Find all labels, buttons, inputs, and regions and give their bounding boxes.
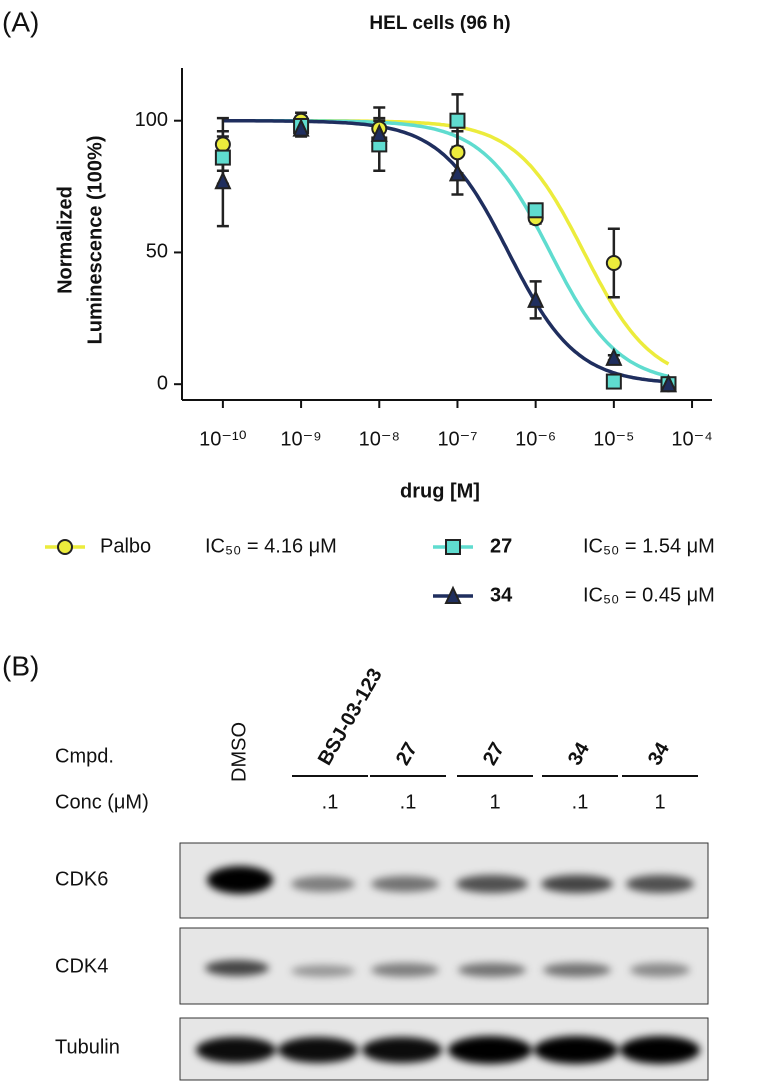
lane-label: BSJ-03-123 [314,665,387,769]
band [458,963,526,977]
band [534,1036,618,1064]
marker [527,289,545,308]
band [626,875,694,893]
legend-label: 34 [490,584,513,606]
lane-conc: .1 [322,791,339,813]
band [291,876,355,892]
band [207,866,273,894]
marker [449,112,466,129]
y-tick-label: 0 [157,372,168,394]
band [620,1036,700,1064]
x-tick-label: 10⁻⁸ [359,428,400,450]
lane-label: 34 [564,738,595,769]
lane-label: DMSO [228,722,250,782]
ic50-label: IC₅₀ = 1.54 μM [583,535,715,557]
marker [57,539,73,555]
lane-label: 34 [644,738,675,769]
lane-conc: 1 [489,791,500,813]
fit-curve [222,118,669,379]
lane-conc: .1 [572,791,589,813]
lane-conc: .1 [400,791,417,813]
y-axis-title: Normalized [54,186,76,294]
marker [605,254,622,271]
band [205,960,269,976]
band [541,875,613,893]
band [456,875,528,893]
x-tick-label: 10⁻⁹ [280,428,321,450]
chart-title: HEL cells (96 h) [369,13,510,34]
lane-labels: DMSO BSJ-03-123 .1 27 .1 27 1 34 .1 34 1 [228,665,698,813]
row-label: Cmpd. [55,745,114,767]
x-tick-label: 10⁻⁴ [671,428,712,450]
y-tick-label: 100 [135,109,168,131]
band [278,1037,358,1063]
row-label: Conc (μM) [55,791,149,813]
marker [448,163,467,182]
blot-cdk4 [179,927,709,1005]
y-axis-title: Luminescence (100%) [84,136,106,345]
marker [659,373,678,393]
x-tick-label: 10⁻⁶ [515,428,556,450]
x-tick-label: 10⁻⁷ [437,428,477,450]
marker [370,123,388,142]
legend: Palbo IC₅₀ = 4.16 μM 27 IC₅₀ = 1.54 μM 34 IC₅… [45,535,715,606]
band [630,963,690,977]
panel-label: (B) [2,650,39,681]
panel-label: (A) [2,6,39,37]
row-label: CDK4 [55,955,108,977]
marker [444,585,462,604]
plot: 0 50 100 10⁻¹⁰ 10⁻⁹ 10⁻⁸ 10⁻⁷ 10⁻⁶ 10⁻⁵ 10⁻⁴ [135,93,713,450]
legend-label: 27 [490,535,512,557]
x-axis-title: drug [M] [400,480,480,502]
marker [214,170,232,190]
lane-label: 27 [392,739,422,769]
blot-tubulin [179,1017,709,1081]
ic50-label: IC₅₀ = 0.45 μM [583,584,715,606]
band [291,965,355,977]
x-tick-label: 10⁻¹⁰ [199,428,246,450]
band [371,876,439,892]
band [362,1037,442,1063]
y-tick-label: 50 [146,241,168,263]
band [543,963,611,977]
band [196,1037,276,1063]
marker [214,149,231,166]
ic50-label: IC₅₀ = 4.16 μM [205,535,337,557]
marker [445,539,461,555]
band [371,963,439,977]
lane-label: 27 [479,739,509,769]
marker [527,202,544,219]
marker [292,118,310,137]
blot-cdk6 [179,842,709,919]
fit-curve [222,119,669,384]
legend-label: Palbo [100,535,151,557]
marker [214,136,231,153]
blot-frame [179,927,709,1005]
row-label: Tubulin [55,1036,120,1058]
x-tick-label: 10⁻⁵ [593,428,634,450]
marker [605,347,623,366]
band [448,1036,532,1064]
marker [449,144,466,161]
marker [605,373,622,390]
row-label: CDK6 [55,868,108,890]
lane-conc: 1 [654,791,665,813]
